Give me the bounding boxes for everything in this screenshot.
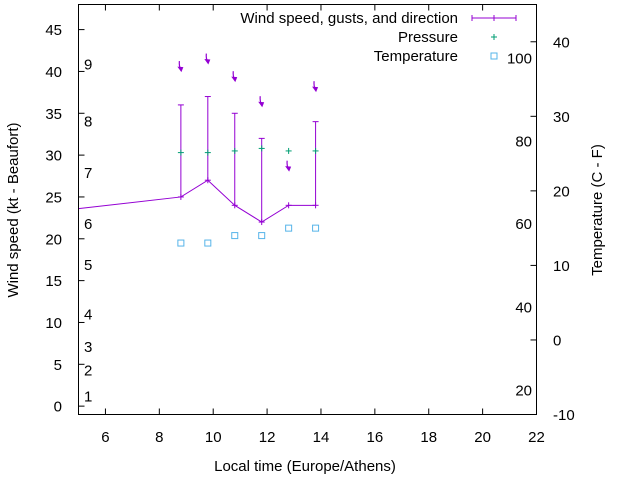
y-tick-label: 30 — [45, 148, 62, 165]
wind-direction-arrow — [258, 96, 265, 108]
y-tick-label: 20 — [45, 231, 62, 248]
beaufort-label: 5 — [84, 257, 92, 274]
x-tick-label: 20 — [474, 429, 491, 446]
x-tick-label: 10 — [205, 429, 222, 446]
temperature-point — [258, 232, 266, 240]
x-axis-title: Local time (Europe/Athens) — [214, 458, 396, 475]
wind-arrow-head — [177, 66, 184, 73]
wind-arrow-head — [204, 59, 211, 65]
legend-label-wind: Wind speed, gusts, and direction — [240, 10, 458, 27]
y2-tick-label: 30 — [553, 109, 570, 126]
beaufort-label: 1 — [84, 389, 92, 406]
wind-arrow-head — [231, 76, 238, 83]
x-tick-label: 16 — [367, 429, 384, 446]
y-tick-label: 25 — [45, 189, 62, 206]
y2-tick-label: -10 — [553, 407, 575, 424]
y-axis-title: Wind speed (kt - Beaufort) — [5, 122, 22, 297]
temperature-point — [204, 239, 212, 247]
x-tick-label: 6 — [101, 429, 109, 446]
y2-tick-label: 0 — [553, 332, 561, 349]
beaufort-label: 7 — [84, 165, 92, 182]
wind-direction-arrow — [285, 160, 292, 172]
beaufort-label: 9 — [84, 56, 92, 73]
fahrenheit-label: 60 — [515, 216, 532, 233]
y-tick-label: 35 — [45, 106, 62, 123]
x-tick-label: 8 — [155, 429, 163, 446]
data-layer — [78, 53, 320, 247]
legend-label-pressure: Pressure — [398, 29, 458, 46]
y2-tick-label: 20 — [553, 183, 570, 200]
y-tick-label: 15 — [45, 273, 62, 290]
beaufort-label: 4 — [84, 307, 92, 324]
y-tick-label: 45 — [45, 22, 62, 39]
y-tick-label: 10 — [45, 315, 62, 332]
legend-swatch-temperature — [490, 52, 498, 60]
wind-direction-arrow — [177, 61, 184, 73]
x-tick-label: 12 — [259, 429, 276, 446]
x-tick-label: 14 — [313, 429, 330, 446]
ticks-layer — [78, 4, 537, 415]
wind-arrow-head — [312, 86, 319, 93]
beaufort-label: 8 — [84, 113, 92, 130]
wind-direction-arrow — [312, 81, 319, 93]
temperature-point — [285, 224, 293, 232]
legend: Wind speed, gusts, and direction Pressure… — [240, 10, 517, 65]
y-tick-label: 5 — [54, 357, 62, 374]
wind-arrow-head — [258, 101, 265, 108]
temperature-point — [312, 224, 320, 232]
y-tick-label: 40 — [45, 64, 62, 81]
fahrenheit-label: 80 — [515, 133, 532, 150]
wind-direction-arrow — [231, 71, 238, 83]
legend-label-temperature: Temperature — [374, 48, 458, 65]
wind-direction-arrow — [204, 53, 211, 65]
y-tick-label: 0 — [54, 399, 62, 416]
y2-axis-title: Temperature (C - F) — [589, 144, 606, 276]
labels-layer: 6 8 10 12 14 16 18 20 22051015202530354045-10010… — [45, 22, 574, 446]
fahrenheit-label: 100 — [507, 51, 532, 68]
wind-arrow-head — [285, 166, 292, 172]
y2-tick-label: 40 — [553, 34, 570, 51]
fahrenheit-label: 40 — [515, 300, 532, 317]
temperature-point — [231, 232, 239, 240]
y2-tick-label: 10 — [553, 258, 570, 275]
fahrenheit-label: 20 — [515, 382, 532, 399]
x-tick-label: 22 — [528, 429, 545, 446]
x-tick-label: 18 — [420, 429, 437, 446]
plot-frame — [78, 4, 537, 415]
beaufort-label: 2 — [84, 363, 92, 380]
beaufort-label: 3 — [84, 339, 92, 356]
temperature-point — [177, 239, 185, 247]
beaufort-label: 6 — [84, 216, 92, 233]
